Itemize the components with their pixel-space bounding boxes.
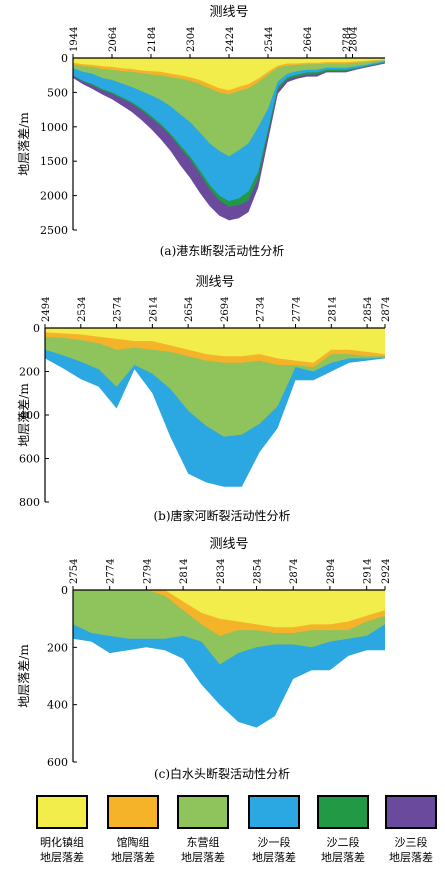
y-tick-label: 0 [61,584,68,597]
legend-swatch [177,795,229,829]
legend-label-line1: 沙三段 [394,836,428,849]
legend-label-line1: 明化镇组 [40,836,84,849]
legend-item-shayi: 沙一段 地层落差 [240,795,308,865]
x-tick-label: 2694 [220,297,231,322]
legend-label-line1: 沙二段 [326,836,360,849]
x-tick-label: 1944 [69,27,80,52]
legend-item-minghuazhen: 明化镇组 地层落差 [28,795,96,865]
x-tick-label: 2894 [326,559,337,584]
y-tick-label: 600 [47,756,68,769]
chart-caption: (b)唐家河断裂活动性分析 [153,508,290,523]
y-tick-label: 2000 [40,190,68,203]
legend-label: 沙二段 地层落差 [309,835,377,865]
y-tick-label: 2500 [40,224,68,237]
y-tick-label: 1000 [40,121,68,134]
x-tick-label: 2914 [363,559,374,584]
legend-label: 沙三段 地层落差 [377,835,445,865]
x-tick-label: 2424 [225,27,236,52]
x-tick-label: 2854 [363,297,374,322]
legend-swatch [317,795,369,829]
legend-swatch [36,795,88,829]
legend-label-line2: 地层落差 [321,851,365,864]
legend-swatch [385,795,437,829]
x-tick-label: 2544 [264,27,275,52]
x-tick-label: 2734 [256,297,267,322]
legend-swatch [248,795,300,829]
x-tick-label: 2774 [106,559,117,584]
legend-label: 馆陶组 地层落差 [99,835,167,865]
legend-label-line1: 东营组 [186,836,220,849]
x-tick-label: 2664 [303,27,314,52]
legend: 明化镇组 地层落差 馆陶组 地层落差 东营组 地层落差 沙一段 地层落差 沙二段 地层落差 沙三段地… [0,795,445,875]
y-axis-label: 地层落差/m [17,112,31,176]
x-tick-label: 2924 [381,559,392,584]
x-tick-label: 2804 [349,27,360,52]
chart-title: 测线号 [209,537,248,552]
y-tick-label: 500 [47,86,68,99]
x-tick-label: 2874 [289,559,300,584]
y-tick-label: 0 [61,52,68,65]
x-tick-label: 2184 [147,27,158,52]
x-tick-label: 2494 [41,297,52,322]
area-minghuazhen [45,328,385,363]
legend-label: 明化镇组 地层落差 [28,835,96,865]
x-tick-label: 2794 [142,559,153,584]
area-minghuazhen [73,58,385,91]
x-tick-label: 2774 [292,297,303,322]
legend-item-guantao: 馆陶组 地层落差 [99,795,167,865]
x-tick-label: 2754 [69,559,80,584]
chart-title: 测线号 [195,275,234,290]
legend-label: 沙一段 地层落差 [240,835,308,865]
x-tick-label: 2814 [327,297,338,322]
legend-item-shaer: 沙二段 地层落差 [309,795,377,865]
x-tick-label: 2784 [342,27,353,52]
y-tick-label: 400 [19,409,40,422]
y-tick-label: 200 [47,641,68,654]
x-tick-label: 2574 [113,297,124,322]
legend-label-line2: 地层落差 [181,851,225,864]
y-axis-label: 地层落差/m [17,383,31,447]
legend-swatch [107,795,159,829]
legend-label-line1: 沙一段 [257,836,291,849]
x-tick-label: 2614 [148,297,159,322]
legend-label: 东营组 地层落差 [169,835,237,865]
x-tick-label: 2814 [179,559,190,584]
y-axis-label: 地层落差/m [17,644,31,708]
x-tick-label: 2834 [216,559,227,584]
chart-panel-2: 测线号 2494 2534 2574 2614 2654 2694 2734 2774 2814 2… [17,275,392,523]
chart-caption: (c)白水头断裂活动性分析 [154,766,290,781]
y-tick-label: 0 [33,322,40,335]
y-tick-label: 200 [19,366,40,379]
x-tick-label: 2534 [77,297,88,322]
x-tick-label: 2874 [381,297,392,322]
area-dongying [73,58,385,157]
y-tick-label: 1500 [40,155,68,168]
chart-panel-3: 测线号 2754 2774 2794 2814 2834 2854 2874 2894 2914 2… [17,537,392,781]
chart-caption: (a)港东断裂活动性分析 [160,243,285,258]
legend-label-line1: 馆陶组 [116,836,150,849]
legend-label-line2: 地层落差 [389,851,433,864]
x-tick-label: 2654 [184,297,195,322]
legend-item-dongying: 东营组 地层落差 [169,795,237,865]
x-tick-label: 2304 [186,27,197,52]
x-tick-label: 2064 [108,27,119,52]
legend-label-line2: 地层落差 [252,851,296,864]
area-minghuazhen [73,590,385,628]
y-tick-label: 600 [19,453,40,466]
chart-title: 测线号 [209,5,248,20]
legend-label-line2: 地层落差 [111,851,155,864]
x-tick-label: 2854 [253,559,264,584]
legend-label-line2: 地层落差 [40,851,84,864]
y-tick-label: 400 [47,699,68,712]
legend-item-shasan: 沙三段 地层落差 [377,795,445,865]
y-tick-label: 800 [19,496,40,509]
